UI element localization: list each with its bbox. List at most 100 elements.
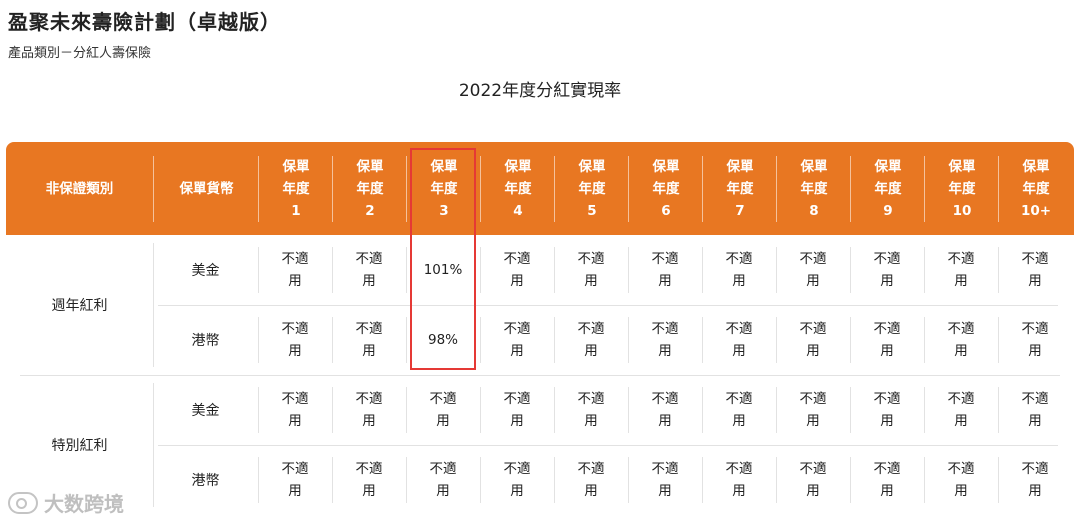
table-cell: 不適 用 (281, 461, 309, 499)
watermark: 大数跨境 (8, 488, 124, 517)
column-divider (258, 247, 259, 293)
table-cell: 不適 用 (651, 251, 679, 289)
column-divider (480, 247, 481, 293)
column-divider (153, 243, 154, 367)
table-cell: 不適 用 (1021, 321, 1049, 359)
group-label: 特別紅利 (51, 438, 108, 454)
column-divider (406, 457, 407, 503)
table-cell: 不適 用 (725, 251, 753, 289)
column-divider (702, 387, 703, 433)
table-cell: 101% (423, 262, 463, 278)
table-cell: 不適 用 (503, 461, 531, 499)
table-cell: 不適 用 (873, 391, 901, 429)
column-divider (924, 247, 925, 293)
header-year-6: 保單 年度 6 (628, 156, 703, 222)
table-cell: 98% (427, 332, 458, 348)
column-divider (702, 317, 703, 363)
column-divider (480, 317, 481, 363)
column-divider (628, 457, 629, 503)
column-divider (406, 317, 407, 363)
table-cell: 不適 用 (799, 321, 827, 359)
column-divider (776, 317, 777, 363)
header-year-5: 保單 年度 5 (554, 156, 629, 222)
column-divider (924, 457, 925, 503)
table-cell: 不適 用 (873, 461, 901, 499)
column-divider (554, 247, 555, 293)
header-year-2: 保單 年度 2 (332, 156, 407, 222)
row-divider (158, 445, 1058, 446)
header-year-10: 保單 年度 10 (924, 156, 999, 222)
column-divider (850, 247, 851, 293)
table-cell: 不適 用 (577, 391, 605, 429)
table-cell: 不適 用 (429, 391, 457, 429)
column-divider (628, 317, 629, 363)
column-divider (850, 317, 851, 363)
table-cell: 不適 用 (281, 251, 309, 289)
header-year-3: 保單 年度 3 (406, 156, 481, 222)
column-divider (554, 457, 555, 503)
page-title: 盈聚未來壽險計劃（卓越版） (8, 10, 281, 34)
header-type: 非保證類別 (45, 181, 114, 197)
column-divider (258, 317, 259, 363)
table-cell: 不適 用 (503, 321, 531, 359)
column-divider (332, 247, 333, 293)
header-year-4: 保單 年度 4 (480, 156, 555, 222)
table-cell: 不適 用 (503, 251, 531, 289)
table-cell: 不適 用 (725, 321, 753, 359)
column-divider (480, 457, 481, 503)
table-cell: 不適 用 (799, 461, 827, 499)
column-divider (628, 387, 629, 433)
column-divider (776, 457, 777, 503)
table-cell: 不適 用 (355, 391, 383, 429)
column-divider (924, 387, 925, 433)
header-year-11: 保單 年度 10+ (998, 156, 1073, 222)
column-divider (628, 247, 629, 293)
table-cell: 不適 用 (429, 461, 457, 499)
column-divider (332, 317, 333, 363)
column-divider (406, 247, 407, 293)
column-divider (776, 387, 777, 433)
column-divider (850, 457, 851, 503)
table-cell: 不適 用 (355, 461, 383, 499)
currency-label: 美金 (191, 403, 220, 419)
column-divider (480, 387, 481, 433)
table-cell: 不適 用 (1021, 251, 1049, 289)
currency-label: 美金 (191, 263, 220, 279)
column-divider (998, 247, 999, 293)
header-year-7: 保單 年度 7 (702, 156, 777, 222)
table-cell: 不適 用 (1021, 461, 1049, 499)
column-divider (258, 387, 259, 433)
table-cell: 不適 用 (947, 461, 975, 499)
column-divider (776, 247, 777, 293)
column-divider (998, 457, 999, 503)
table-cell: 不適 用 (355, 251, 383, 289)
table-cell: 不適 用 (281, 391, 309, 429)
table-cell: 不適 用 (947, 321, 975, 359)
table-cell: 不適 用 (1021, 391, 1049, 429)
table-cell: 不適 用 (873, 321, 901, 359)
group-divider (20, 375, 1060, 376)
cloud-logo-icon (8, 491, 38, 514)
column-divider (332, 387, 333, 433)
column-divider (554, 317, 555, 363)
column-divider (850, 387, 851, 433)
table-cell: 不適 用 (799, 391, 827, 429)
column-divider (153, 383, 154, 507)
table-cell: 不適 用 (577, 461, 605, 499)
header-year-1: 保單 年度 1 (258, 156, 333, 222)
table-cell: 不適 用 (799, 251, 827, 289)
column-divider (702, 457, 703, 503)
column-divider (702, 247, 703, 293)
column-divider (554, 387, 555, 433)
column-divider (332, 457, 333, 503)
header-year-9: 保單 年度 9 (850, 156, 925, 222)
column-divider (924, 317, 925, 363)
table-cell: 不適 用 (947, 251, 975, 289)
table-cell: 不適 用 (577, 251, 605, 289)
table-cell: 不適 用 (725, 461, 753, 499)
table-cell: 不適 用 (651, 321, 679, 359)
table-cell: 不適 用 (355, 321, 383, 359)
header-year-8: 保單 年度 8 (776, 156, 851, 222)
